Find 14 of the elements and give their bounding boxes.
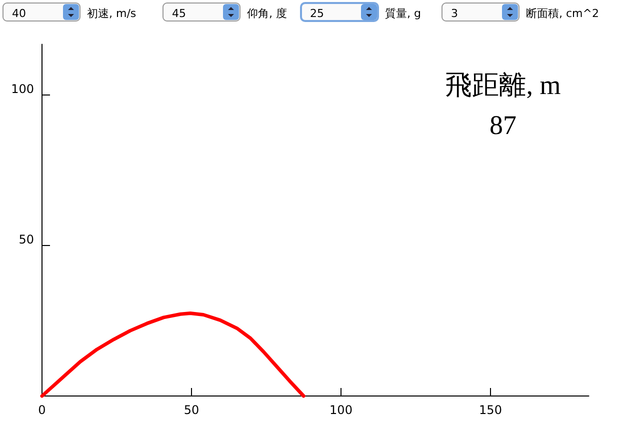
text: 質量, g (385, 7, 421, 20)
x-tick-label: 100 (330, 403, 352, 417)
text: 仰角, 度 (247, 7, 287, 20)
x-tick-label: 50 (184, 403, 200, 417)
text: 25 (310, 7, 324, 20)
text: 3 (451, 7, 458, 20)
text: 40 (12, 7, 26, 20)
annotation: 飛距離, m (445, 70, 561, 100)
text: 45 (172, 7, 186, 20)
text: 初速, m/s (87, 7, 136, 20)
x-tick-label: 0 (38, 403, 46, 417)
text: 断面積, cm^2 (526, 7, 599, 20)
annotation: 87 (490, 110, 516, 140)
x-tick-label: 150 (479, 403, 502, 417)
